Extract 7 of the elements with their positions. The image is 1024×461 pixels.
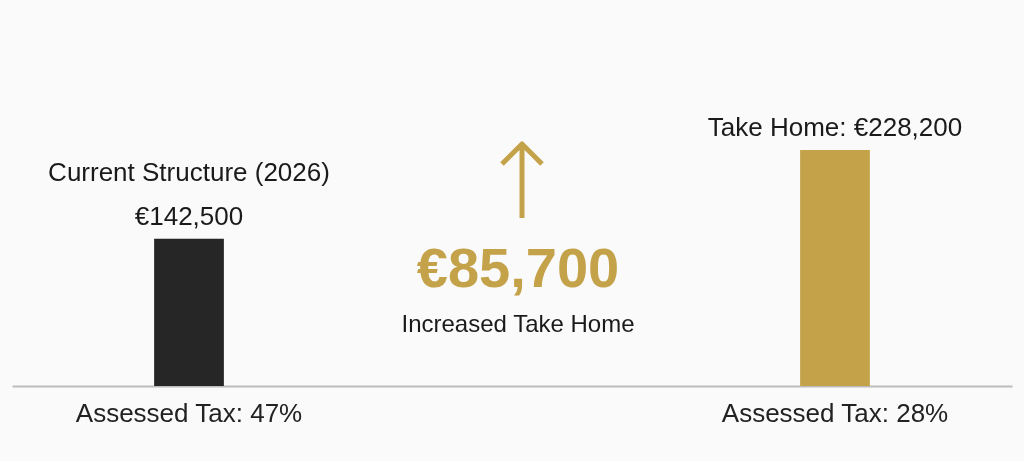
data-label: Take Home: €228,200 [707, 112, 963, 142]
annotation: Increased Take Home [401, 310, 635, 337]
x-tick-label: Assessed Tax: 28% [721, 397, 949, 428]
annotation: Current Structure (2026) [48, 156, 330, 187]
data-label: €142,500 [134, 200, 244, 231]
x-tick-label: Assessed Tax: 47% [75, 397, 303, 428]
annotation: €85,700 [416, 236, 620, 299]
